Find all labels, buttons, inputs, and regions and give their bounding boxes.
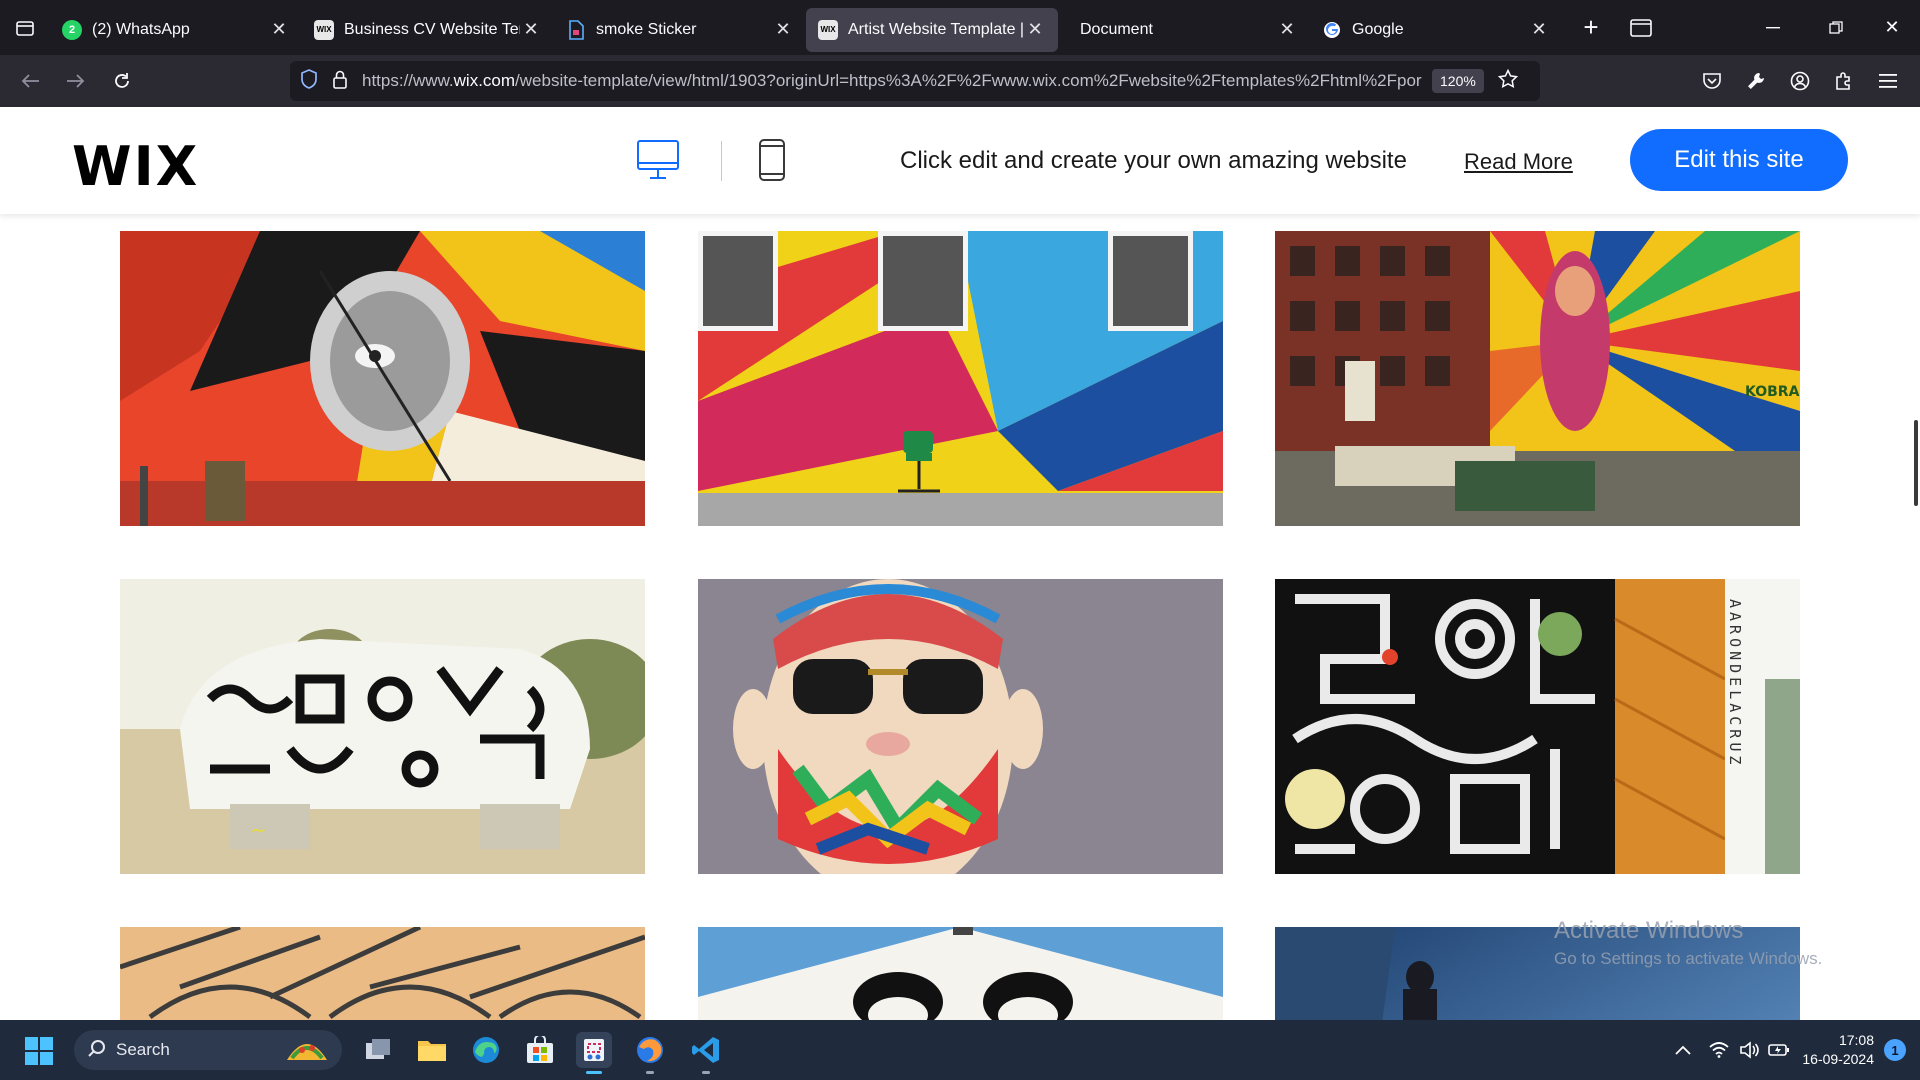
window-close-icon[interactable]: ✕	[1884, 17, 1900, 37]
gallery-image-bearded-face[interactable]	[698, 579, 1223, 874]
notification-badge[interactable]: 1	[1884, 1039, 1906, 1061]
wix-tagline: Click edit and create your own amazing w…	[900, 147, 1407, 174]
template-gallery: KOBRA	[0, 214, 1920, 1020]
tab-google[interactable]: Google ✕	[1310, 8, 1562, 52]
close-icon[interactable]: ✕	[271, 19, 287, 39]
pocket-icon[interactable]	[1690, 61, 1734, 101]
browser-tab-strip: 2 (2) WhatsApp ✕ WIX Business CV Website…	[0, 0, 1920, 55]
battery-icon[interactable]	[1764, 1035, 1794, 1065]
edge-icon[interactable]	[468, 1032, 504, 1068]
menu-icon[interactable]	[1866, 61, 1910, 101]
microsoft-store-icon[interactable]	[522, 1032, 558, 1068]
gallery-image-maze-mural[interactable]: AARONDELACRUZ	[1275, 579, 1800, 874]
document-favicon-icon	[566, 19, 586, 40]
tab-artist-template[interactable]: WIX Artist Website Template | Wix ✕	[806, 7, 1058, 52]
tab-title: Business CV Website Template	[344, 20, 520, 38]
kobra-signature: KOBRA	[1745, 384, 1800, 400]
tab-title: smoke Sticker	[596, 20, 697, 38]
aarondelacruz-lettering: AARONDELACRUZ	[1726, 599, 1744, 768]
tab-title: Document	[1080, 20, 1153, 38]
watermark-title: Activate Windows	[1554, 917, 1744, 944]
wifi-icon[interactable]	[1704, 1035, 1734, 1065]
chevron-up-icon[interactable]	[1668, 1035, 1698, 1065]
close-icon[interactable]: ✕	[1531, 19, 1547, 39]
whatsapp-icon: 2	[62, 19, 82, 40]
tab-list-icon[interactable]	[0, 0, 50, 55]
edit-this-site-button[interactable]: Edit this site	[1630, 129, 1848, 191]
gallery-image-blue-figure[interactable]	[1275, 927, 1800, 1020]
system-tray: 17:08 16-09-2024 1	[1668, 1020, 1920, 1080]
url-text[interactable]: https://www.wix.com/website-template/vie…	[362, 71, 1422, 90]
close-icon[interactable]: ✕	[523, 19, 539, 39]
new-tab-button[interactable]: +	[1583, 12, 1599, 42]
read-more-link[interactable]: Read More	[1464, 149, 1573, 174]
page-scrollbar[interactable]	[1914, 420, 1918, 506]
tab-document[interactable]: Document ✕	[1058, 8, 1310, 52]
address-bar[interactable]: https://www.wix.com/website-template/vie…	[290, 61, 1540, 101]
watermark-subtitle: Go to Settings to activate Windows.	[1554, 949, 1823, 968]
activate-windows-watermark: Activate Windows Go to Settings to activ…	[1554, 917, 1822, 969]
close-icon[interactable]: ✕	[1027, 19, 1043, 39]
wix-favicon-icon: WIX	[818, 19, 838, 40]
volume-icon[interactable]	[1734, 1035, 1764, 1065]
firefox-icon[interactable]	[632, 1032, 668, 1074]
lock-icon[interactable]	[332, 69, 348, 94]
reload-icon[interactable]	[100, 61, 144, 101]
snipping-tool-icon[interactable]	[576, 1032, 612, 1074]
gallery-image-faces-house[interactable]	[698, 927, 1223, 1020]
search-label: Search	[116, 1040, 170, 1059]
windows-start-icon[interactable]	[24, 1036, 54, 1071]
extensions-icon[interactable]	[1822, 61, 1866, 101]
wix-favicon-icon: WIX	[314, 19, 334, 40]
bookmark-star-icon[interactable]	[1497, 68, 1518, 94]
tab-business-cv[interactable]: WIX Business CV Website Template ✕	[302, 8, 554, 52]
tab-title: (2) WhatsApp	[92, 20, 190, 38]
clock-time: 17:08	[1838, 1032, 1874, 1048]
account-icon[interactable]	[1778, 61, 1822, 101]
gallery-image-window-wall[interactable]	[698, 231, 1223, 526]
toolbar-actions	[1690, 61, 1910, 101]
tab-title: Google	[1352, 20, 1404, 38]
wix-preview-header: WIX Click edit and create your own amazi…	[0, 107, 1920, 214]
google-icon	[1322, 20, 1342, 40]
svg-text:~: ~	[250, 818, 267, 842]
wrench-icon[interactable]	[1734, 61, 1778, 101]
file-explorer-icon[interactable]	[414, 1032, 450, 1068]
gallery-image-painted-bunker[interactable]: ~	[120, 579, 645, 874]
zoom-level-badge[interactable]: 120%	[1432, 69, 1484, 93]
search-icon	[88, 1039, 106, 1062]
clock-date: 16-09-2024	[1802, 1051, 1874, 1067]
desktop-view-icon[interactable]	[636, 139, 680, 186]
device-separator	[721, 141, 722, 181]
tab-smoke-sticker[interactable]: smoke Sticker ✕	[554, 8, 806, 52]
forward-arrow-icon[interactable]	[54, 61, 98, 101]
restore-icon[interactable]	[1808, 0, 1864, 55]
gallery-image-kiss-mural[interactable]: KOBRA	[1275, 231, 1800, 526]
vscode-icon[interactable]	[688, 1032, 724, 1074]
close-icon[interactable]: ✕	[1279, 19, 1295, 39]
wix-logo[interactable]: WIX	[72, 135, 200, 198]
window-view-icon[interactable]	[1616, 6, 1666, 50]
back-arrow-icon[interactable]	[8, 61, 52, 101]
tab-whatsapp[interactable]: 2 (2) WhatsApp ✕	[50, 8, 302, 52]
mobile-view-icon[interactable]	[758, 138, 786, 187]
gallery-image-sketch-mural[interactable]	[120, 927, 645, 1020]
close-icon[interactable]: ✕	[775, 19, 791, 39]
system-clock[interactable]: 17:08 16-09-2024	[1802, 1031, 1874, 1069]
taskbar-search[interactable]: Search	[74, 1030, 342, 1070]
browser-toolbar: https://www.wix.com/website-template/vie…	[0, 55, 1920, 107]
tab-title: Artist Website Template | Wix	[848, 20, 1024, 38]
minimize-icon[interactable]	[1746, 0, 1802, 55]
taco-widget-icon[interactable]	[284, 1034, 330, 1071]
tracking-shield-icon[interactable]	[300, 68, 318, 94]
windows-taskbar: Search	[0, 1020, 1920, 1080]
task-view-icon[interactable]	[360, 1032, 396, 1068]
gallery-image-heart-mural[interactable]	[120, 231, 645, 526]
